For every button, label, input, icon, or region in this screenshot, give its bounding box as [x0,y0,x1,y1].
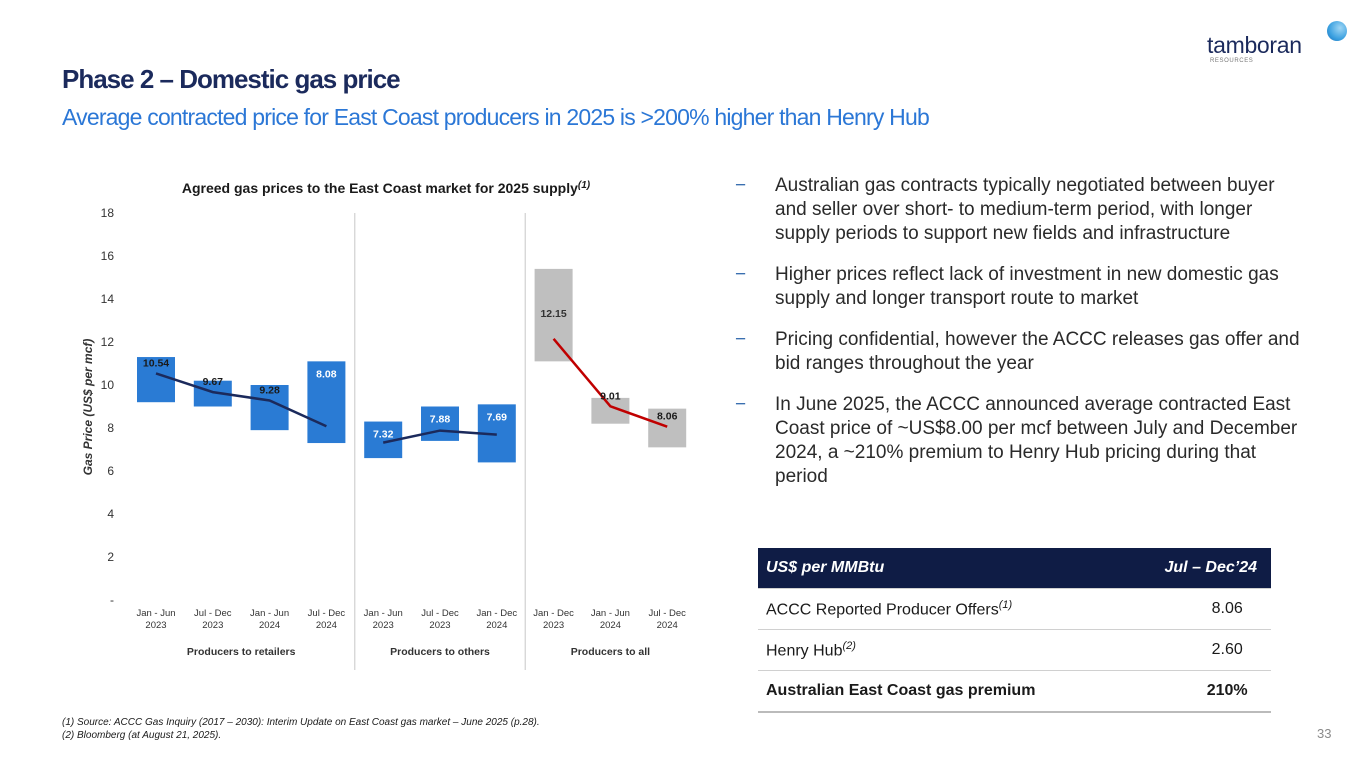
x-tick-label-year: 2023 [543,620,564,631]
footnote-2: (2) Bloomberg (at August 21, 2025). [62,730,222,741]
x-tick-label: Jul - Dec [194,608,232,619]
row-label: Australian East Coast gas premium [758,670,1112,713]
row-label-sup: (2) [842,639,856,652]
x-tick-label-year: 2023 [202,620,223,631]
x-tick-label-year: 2024 [486,620,507,631]
bullet-text: Higher prices reflect lack of investment… [775,264,1279,309]
row-label-text: Henry Hub [766,642,843,660]
y-tick-label: - [110,593,114,607]
group-label: Producers to all [571,646,650,658]
y-tick-label: 12 [101,335,115,349]
y-tick-label: 16 [101,249,115,263]
bullet-item: − In June 2025, the ACCC announced averag… [733,393,1303,489]
data-label: 8.08 [316,368,337,380]
y-tick-label: 4 [107,507,114,521]
table-header-row: US$ per MMBtu Jul – Dec’24 [758,548,1271,589]
row-label-text: Australian East Coast gas premium [766,682,1036,699]
bullet-text: Australian gas contracts typically negot… [775,175,1275,244]
data-label: 7.88 [430,414,451,426]
row-value: 210% [1111,670,1271,713]
x-tick-label: Jan - Jun [364,608,403,619]
row-label-sup: (1) [998,598,1013,611]
y-tick-label: 2 [107,550,114,564]
chart-title-text: Agreed gas prices to the East Coast mark… [182,180,578,196]
price-range-bar [137,357,175,403]
y-tick-label: 8 [107,421,114,435]
price-range-bar [534,268,573,362]
chart-title-sup: (1) [578,180,591,191]
x-tick-label: Jul - Dec [648,608,686,619]
average-price-line [552,337,668,428]
bullet-dash: − [735,264,747,285]
table-row: ACCC Reported Producer Offers(1) 8.06 [758,588,1271,630]
page-title: Phase 2 – Domestic gas price [62,64,401,94]
data-label: 9.67 [203,376,224,388]
x-tick-label: Jan - Jun [250,608,289,619]
y-tick-label: 6 [107,464,114,478]
y-tick-label: 10 [101,378,115,392]
average-price-line [382,429,497,444]
logo-wordmark: tamboran [1207,32,1302,58]
footnote-1: (1) Source: ACCC Gas Inquiry (2017 – 203… [62,717,540,728]
y-tick-label: 14 [101,292,115,306]
data-label: 12.15 [540,308,566,320]
bullet-item: − Pricing confidential, however the ACCC … [733,328,1303,376]
x-tick-label-year: 2023 [373,620,394,631]
price-range-bar [307,361,346,444]
y-tick-label: 18 [101,206,115,220]
x-tick-label-year: 2024 [657,620,678,631]
tamboran-logo: tamboran RESOURCES [1205,20,1347,70]
bullet-item: − Australian gas contracts typically nego… [733,174,1303,246]
x-tick-label-year: 2023 [145,620,166,631]
bullet-dash: − [735,175,747,196]
data-label: 8.06 [657,411,678,423]
row-label: ACCC Reported Producer Offers(1) [758,588,1112,630]
x-tick-label: Jul - Dec [308,608,346,619]
x-tick-label: Jan - Dec [476,608,517,619]
bullet-dash: − [735,394,747,415]
gas-price-chart: Agreed gas prices to the East Coast mark… [81,180,687,670]
logo-sphere-icon [1327,21,1347,41]
group-label: Producers to others [390,646,490,658]
group-label: Producers to retailers [187,646,296,658]
logo-subtext: RESOURCES [1210,58,1254,64]
price-range-bar [421,406,459,441]
x-tick-label-year: 2024 [316,620,337,631]
x-tick-label-year: 2024 [259,620,280,631]
data-label: 9.28 [259,384,280,396]
table-row: Australian East Coast gas premium 210% [758,670,1271,713]
chart-title: Agreed gas prices to the East Coast mark… [182,180,591,196]
x-tick-label-year: 2023 [429,620,450,631]
page-subtitle: Average contracted price for East Coast … [62,104,930,130]
data-label: 7.69 [487,411,508,423]
x-tick-label: Jan - Jun [591,608,630,619]
x-tick-label-year: 2024 [600,620,621,631]
page-number: 33 [1317,726,1332,741]
data-label: 10.54 [143,357,169,369]
bullet-dash: − [735,329,747,350]
bullet-text: In June 2025, the ACCC announced average… [775,394,1298,487]
row-label: Henry Hub(2) [758,629,1112,671]
row-value: 2.60 [1111,629,1271,671]
data-label: 9.01 [600,390,621,402]
table-header-unit: US$ per MMBtu [758,548,1112,589]
bullet-list: − Australian gas contracts typically nego… [733,174,1303,506]
price-comparison-table: US$ per MMBtu Jul – Dec’24 ACCC Reported… [758,548,1271,713]
table-header-period: Jul – Dec’24 [1111,548,1271,589]
x-tick-label: Jan - Jun [136,608,175,619]
footnotes: (1) Source: ACCC Gas Inquiry (2017 – 203… [62,716,540,742]
y-axis-label: Gas Price (US$ per mcf) [81,339,95,476]
x-tick-label: Jul - Dec [421,608,459,619]
data-label: 7.32 [373,429,394,441]
row-label-text: ACCC Reported Producer Offers [766,601,999,619]
bullet-item: − Higher prices reflect lack of investmen… [733,263,1303,311]
bullet-text: Pricing confidential, however the ACCC r… [775,329,1300,374]
row-value: 8.06 [1111,588,1271,630]
x-tick-label: Jan - Dec [533,608,574,619]
price-range-bar [648,408,687,448]
average-price-line [155,372,327,428]
table-row: Henry Hub(2) 2.60 [758,629,1271,671]
